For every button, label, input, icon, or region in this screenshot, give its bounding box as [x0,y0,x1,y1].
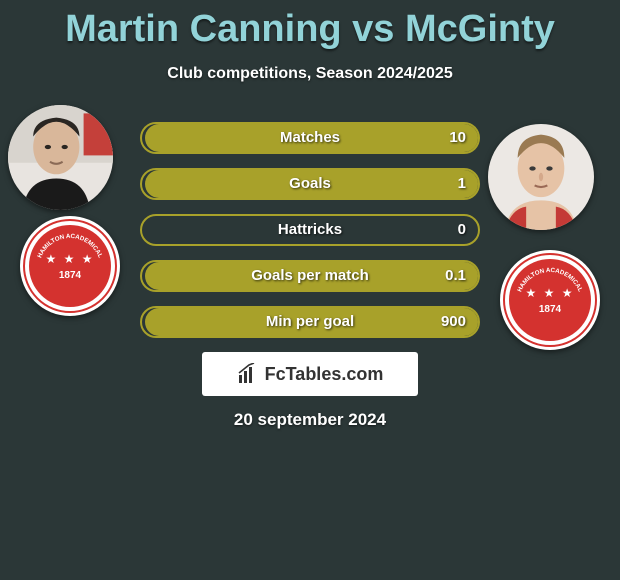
stat-label: Goals [140,175,480,192]
stat-value-right: 10 [449,129,466,146]
subtitle: Club competitions, Season 2024/2025 [0,65,620,83]
brand-text: FcTables.com [265,364,384,385]
stat-label: Hattricks [140,221,480,238]
stat-row: Hattricks0 [140,214,480,246]
chart-icon [237,363,259,385]
stat-row: Matches10 [140,122,480,154]
date-text: 20 september 2024 [0,410,620,430]
stat-label: Goals per match [140,267,480,284]
stat-value-right: 1 [458,175,466,192]
stat-label: Matches [140,129,480,146]
stat-row: Goals per match0.1 [140,260,480,292]
brand-badge: FcTables.com [202,352,418,396]
stats-table: Matches10Goals1Hattricks0Goals per match… [0,122,620,352]
stat-row: Min per goal900 [140,306,480,338]
stat-value-right: 900 [441,313,466,330]
stat-value-right: 0 [458,221,466,238]
stat-value-right: 0.1 [445,267,466,284]
stat-label: Min per goal [140,313,480,330]
stat-row: Goals1 [140,168,480,200]
page-title: Martin Canning vs McGinty [0,0,620,51]
